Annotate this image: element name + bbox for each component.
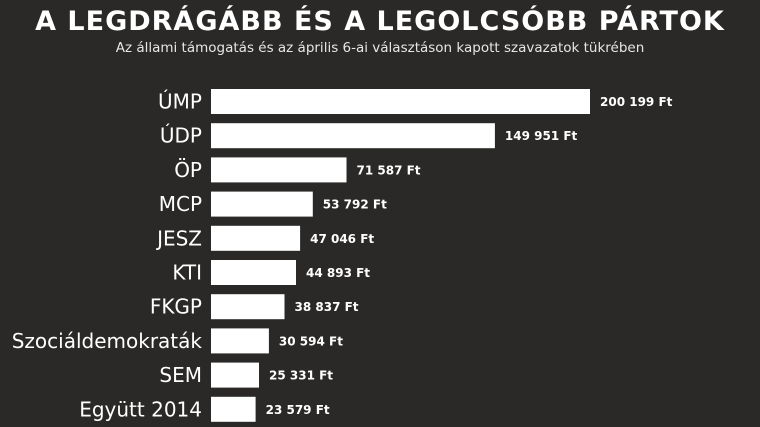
bar-3	[211, 191, 313, 217]
category-label-2: ÖP	[174, 158, 202, 182]
bar-2	[211, 157, 347, 183]
category-label-8: SEM	[159, 363, 202, 387]
category-label-3: MCP	[159, 192, 202, 216]
value-label-7: 30 594 Ft	[279, 334, 343, 348]
value-label-4: 47 046 Ft	[310, 232, 374, 246]
category-label-4: JESZ	[155, 226, 202, 250]
value-label-6: 38 837 Ft	[295, 300, 359, 314]
bar-5	[211, 260, 296, 285]
category-label-6: FKGP	[150, 295, 202, 319]
category-label-1: ÚDP	[160, 124, 202, 148]
bar-4	[211, 225, 301, 251]
bar-6	[211, 294, 285, 320]
value-label-3: 53 792 Ft	[323, 198, 387, 212]
value-label-9: 23 579 Ft	[266, 403, 330, 417]
bar-1	[211, 123, 495, 149]
value-label-5: 44 893 Ft	[306, 266, 370, 280]
value-label-8: 25 331 Ft	[269, 369, 333, 383]
category-label-7: Szociáldemokraták	[12, 329, 203, 353]
value-label-2: 71 587 Ft	[357, 163, 421, 177]
category-label-9: Együtt 2014	[79, 397, 202, 421]
chart-subtitle: Az állami támogatás és az április 6-ai v…	[115, 40, 645, 56]
chart-title: A LEGDRÁGÁBB ÉS A LEGOLCSÓBB PÁRTOK	[35, 6, 725, 37]
category-label-5: KTI	[172, 261, 202, 285]
value-label-0: 200 199 Ft	[600, 95, 673, 109]
bar-8	[211, 362, 259, 388]
bar-7	[211, 328, 269, 354]
bar-9	[211, 396, 256, 422]
category-label-0: ÚMP	[158, 90, 202, 114]
value-label-1: 149 951 Ft	[505, 129, 578, 143]
bar-0	[211, 89, 590, 114]
